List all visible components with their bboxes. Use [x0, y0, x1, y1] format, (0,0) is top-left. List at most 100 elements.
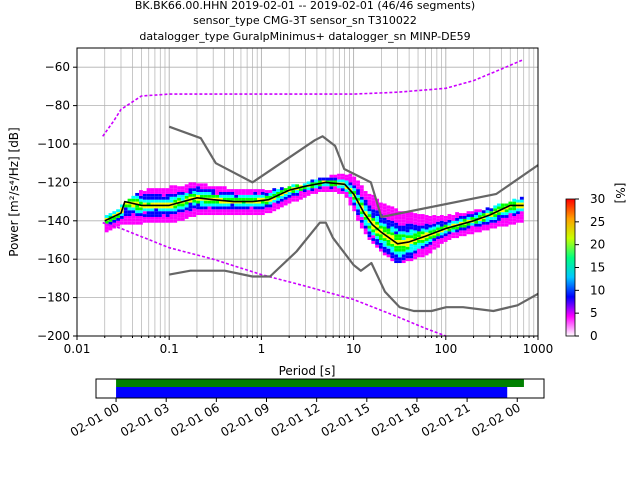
- y-tick-label: −180: [37, 291, 70, 305]
- density-cell: [455, 212, 459, 216]
- density-cell: [519, 208, 524, 212]
- density-cell: [253, 212, 258, 216]
- density-cell: [279, 198, 284, 202]
- density-cell: [458, 221, 463, 225]
- psd-plot-frame: [76, 47, 539, 337]
- density-cell: [211, 194, 216, 198]
- density-cell: [199, 212, 204, 216]
- density-cell: [359, 219, 364, 223]
- density-cell: [432, 223, 437, 227]
- density-cell: [306, 181, 311, 185]
- density-cell: [116, 215, 120, 218]
- density-cell: [142, 191, 147, 194]
- density-cell: [417, 245, 421, 249]
- density-cell: [279, 190, 284, 193]
- density-cell: [226, 206, 231, 210]
- density-cell: [219, 212, 223, 216]
- density-cell: [314, 191, 319, 194]
- density-cell: [398, 245, 402, 249]
- density-cell: [359, 185, 364, 189]
- density-cell: [234, 206, 239, 210]
- new-high-noise-model-line: [168, 125, 539, 219]
- density-cell: [177, 217, 181, 221]
- density-cell: [245, 206, 250, 210]
- density-cell: [154, 211, 159, 215]
- density-cell: [188, 191, 193, 194]
- density-cell: [413, 233, 418, 237]
- density-cell: [493, 205, 498, 209]
- sparse-high-trace: [102, 58, 525, 137]
- density-cell: [348, 191, 353, 194]
- density-cell: [489, 214, 494, 217]
- density-cell: [165, 214, 170, 217]
- density-cell: [519, 205, 524, 209]
- density-cell: [417, 228, 421, 232]
- density-cell: [283, 193, 288, 197]
- density-cell: [123, 204, 128, 208]
- density-cell: [310, 179, 315, 183]
- density-cell: [188, 211, 193, 215]
- density-cell: [150, 188, 155, 192]
- density-cell: [165, 216, 170, 220]
- density-cell: [234, 192, 239, 195]
- density-cell: [428, 236, 433, 240]
- density-cell: [394, 219, 399, 223]
- density-cell: [519, 219, 524, 223]
- density-cell: [196, 189, 200, 192]
- psd-y-axis-label: Power [m²/s⁴/Hz] [dB]: [7, 127, 21, 256]
- density-cell: [257, 206, 261, 210]
- density-cell: [215, 206, 220, 210]
- density-cell: [497, 223, 501, 227]
- density-cell: [131, 210, 136, 214]
- density-cell: [154, 193, 159, 197]
- density-cell: [291, 198, 296, 202]
- density-cell: [340, 191, 345, 194]
- density-cell: [512, 210, 517, 214]
- density-cell: [318, 189, 322, 192]
- density-cell: [135, 213, 140, 216]
- density-cell: [219, 189, 223, 192]
- density-cell: [150, 208, 155, 212]
- density-cell: [154, 196, 159, 200]
- density-cell: [420, 240, 425, 243]
- density-cell: [276, 189, 280, 192]
- density-cell: [203, 203, 208, 207]
- density-cell: [439, 235, 444, 239]
- colorbar-tick-label: 30: [590, 192, 605, 206]
- density-cell: [401, 234, 406, 238]
- density-cell: [378, 208, 383, 212]
- density-cell: [386, 254, 391, 258]
- density-cell: [363, 222, 368, 226]
- density-cell: [207, 209, 212, 213]
- density-cell: [398, 231, 402, 235]
- density-cell: [272, 188, 277, 192]
- density-cell: [420, 254, 425, 258]
- density-cell: [127, 221, 132, 225]
- density-cell: [382, 246, 387, 250]
- density-cell: [222, 212, 227, 216]
- density-cell: [340, 176, 345, 180]
- density-cell: [211, 203, 216, 207]
- density-cell: [386, 240, 391, 243]
- coverage-bars: [116, 379, 524, 398]
- density-cell: [192, 202, 197, 206]
- density-cell: [180, 206, 185, 210]
- density-cell: [417, 219, 421, 223]
- density-cell: [142, 208, 147, 212]
- density-cell: [108, 218, 113, 222]
- density-cell: [321, 180, 326, 184]
- density-cell: [512, 216, 517, 219]
- density-cell: [428, 230, 433, 234]
- density-cell: [436, 218, 440, 222]
- coverage-frame: [95, 378, 545, 399]
- density-cell: [199, 200, 204, 204]
- density-cell: [500, 223, 505, 227]
- density-cell: [443, 233, 448, 237]
- density-cell: [253, 197, 258, 201]
- density-cell: [432, 220, 437, 224]
- density-cell: [276, 206, 280, 210]
- density-cell: [382, 203, 387, 207]
- density-cell: [398, 237, 402, 240]
- density-cell: [154, 214, 159, 217]
- density-cell: [325, 183, 330, 187]
